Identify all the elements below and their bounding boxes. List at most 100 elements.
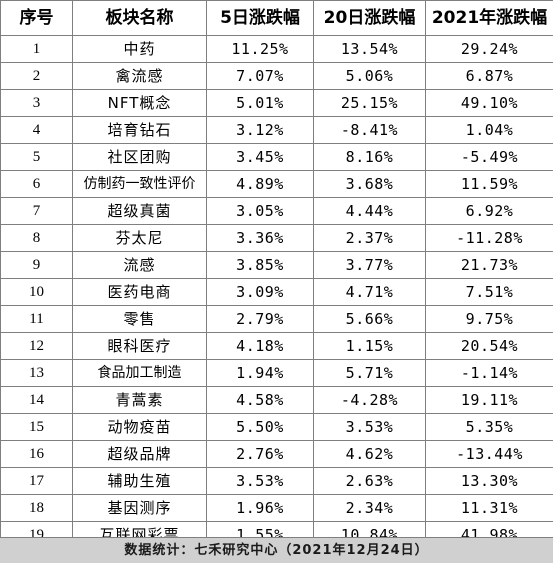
cell-5d-change[interactable]: 3.85% [206, 251, 314, 279]
header-cell-2021-change[interactable]: 2021年涨跌幅 [425, 0, 553, 36]
cell-2021-change[interactable]: 1.04% [425, 116, 553, 144]
cell-2021-change[interactable]: 11.59% [425, 170, 553, 198]
cell-index[interactable]: 1 [0, 35, 73, 63]
cell-5d-change[interactable]: 4.89% [206, 170, 314, 198]
cell-index[interactable]: 5 [0, 143, 73, 171]
cell-5d-change[interactable]: 3.05% [206, 197, 314, 225]
cell-index[interactable]: 4 [0, 116, 73, 144]
cell-sector-name[interactable]: 眼科医疗 [72, 332, 207, 360]
cell-sector-name[interactable]: 零售 [72, 305, 207, 333]
cell-sector-name[interactable]: 芬太尼 [72, 224, 207, 252]
cell-20d-change[interactable]: 2.34% [313, 494, 426, 522]
cell-20d-change[interactable]: -4.28% [313, 386, 426, 414]
cell-2021-change[interactable]: 20.54% [425, 332, 553, 360]
cell-20d-change[interactable]: 4.62% [313, 440, 426, 468]
cell-index[interactable]: 7 [0, 197, 73, 225]
cell-20d-change[interactable]: 3.68% [313, 170, 426, 198]
cell-2021-change[interactable]: 29.24% [425, 35, 553, 63]
cell-5d-change[interactable]: 1.94% [206, 359, 314, 387]
cell-5d-change[interactable]: 4.18% [206, 332, 314, 360]
cell-sector-name[interactable]: 超级品牌 [72, 440, 207, 468]
cell-20d-change[interactable]: 4.71% [313, 278, 426, 306]
cell-index[interactable]: 11 [0, 305, 73, 333]
cell-5d-change[interactable]: 3.53% [206, 467, 314, 495]
cell-sector-name[interactable]: 中药 [72, 35, 207, 63]
cell-5d-change[interactable]: 3.12% [206, 116, 314, 144]
cell-5d-change[interactable]: 3.45% [206, 143, 314, 171]
cell-5d-change[interactable]: 11.25% [206, 35, 314, 63]
cell-index[interactable]: 3 [0, 89, 73, 117]
table-row: 18 基因测序 1.96% 2.34% 11.31% [0, 494, 553, 522]
cell-20d-change[interactable]: 2.63% [313, 467, 426, 495]
cell-sector-name[interactable]: 医药电商 [72, 278, 207, 306]
cell-20d-change[interactable]: 2.37% [313, 224, 426, 252]
cell-20d-change[interactable]: 8.16% [313, 143, 426, 171]
cell-2021-change[interactable]: -11.28% [425, 224, 553, 252]
cell-20d-change[interactable]: 25.15% [313, 89, 426, 117]
cell-2021-change[interactable]: 6.87% [425, 62, 553, 90]
cell-5d-change[interactable]: 5.01% [206, 89, 314, 117]
cell-5d-change[interactable]: 1.96% [206, 494, 314, 522]
cell-5d-change[interactable]: 3.36% [206, 224, 314, 252]
cell-5d-change[interactable]: 2.76% [206, 440, 314, 468]
cell-sector-name[interactable]: 流感 [72, 251, 207, 279]
cell-5d-change[interactable]: 3.09% [206, 278, 314, 306]
cell-sector-name[interactable]: 动物疫苗 [72, 413, 207, 441]
cell-index[interactable]: 8 [0, 224, 73, 252]
cell-20d-change[interactable]: 5.71% [313, 359, 426, 387]
cell-sector-name[interactable]: 食品加工制造 [72, 359, 207, 387]
cell-2021-change[interactable]: 13.30% [425, 467, 553, 495]
cell-sector-name[interactable]: 禽流感 [72, 62, 207, 90]
cell-index[interactable]: 18 [0, 494, 73, 522]
cell-sector-name[interactable]: NFT概念 [72, 89, 207, 117]
cell-sector-name[interactable]: 社区团购 [72, 143, 207, 171]
cell-2021-change[interactable]: -13.44% [425, 440, 553, 468]
cell-2021-change[interactable]: 11.31% [425, 494, 553, 522]
cell-5d-change[interactable]: 5.50% [206, 413, 314, 441]
header-cell-sector-name[interactable]: 板块名称 [72, 0, 207, 36]
cell-index[interactable]: 13 [0, 359, 73, 387]
header-cell-20d-change[interactable]: 20日涨跌幅 [313, 0, 426, 36]
cell-20d-change[interactable]: 1.15% [313, 332, 426, 360]
cell-2021-change[interactable]: 49.10% [425, 89, 553, 117]
cell-sector-name[interactable]: 培育钻石 [72, 116, 207, 144]
cell-index[interactable]: 17 [0, 467, 73, 495]
header-row: 序号 板块名称 5日涨跌幅 20日涨跌幅 2021年涨跌幅 [0, 0, 553, 36]
cell-2021-change[interactable]: 19.11% [425, 386, 553, 414]
cell-index[interactable]: 6 [0, 170, 73, 198]
cell-2021-change[interactable]: 6.92% [425, 197, 553, 225]
cell-index[interactable]: 9 [0, 251, 73, 279]
cell-20d-change[interactable]: 3.77% [313, 251, 426, 279]
cell-index[interactable]: 16 [0, 440, 73, 468]
table-row: 15 动物疫苗 5.50% 3.53% 5.35% [0, 413, 553, 441]
cell-5d-change[interactable]: 2.79% [206, 305, 314, 333]
cell-index[interactable]: 14 [0, 386, 73, 414]
cell-20d-change[interactable]: 3.53% [313, 413, 426, 441]
cell-5d-change[interactable]: 7.07% [206, 62, 314, 90]
table-row: 8 芬太尼 3.36% 2.37% -11.28% [0, 224, 553, 252]
cell-20d-change[interactable]: -8.41% [313, 116, 426, 144]
header-cell-index[interactable]: 序号 [0, 0, 73, 36]
cell-2021-change[interactable]: 9.75% [425, 305, 553, 333]
source-footer[interactable]: 数据统计：七禾研究中心（2021年12月24日） [0, 537, 553, 563]
cell-sector-name[interactable]: 超级真菌 [72, 197, 207, 225]
cell-sector-name[interactable]: 青蒿素 [72, 386, 207, 414]
cell-index[interactable]: 15 [0, 413, 73, 441]
cell-sector-name[interactable]: 辅助生殖 [72, 467, 207, 495]
cell-2021-change[interactable]: 5.35% [425, 413, 553, 441]
header-cell-5d-change[interactable]: 5日涨跌幅 [206, 0, 314, 36]
cell-20d-change[interactable]: 13.54% [313, 35, 426, 63]
cell-index[interactable]: 2 [0, 62, 73, 90]
cell-20d-change[interactable]: 5.06% [313, 62, 426, 90]
cell-2021-change[interactable]: 21.73% [425, 251, 553, 279]
cell-2021-change[interactable]: -1.14% [425, 359, 553, 387]
cell-20d-change[interactable]: 5.66% [313, 305, 426, 333]
cell-index[interactable]: 12 [0, 332, 73, 360]
cell-5d-change[interactable]: 4.58% [206, 386, 314, 414]
cell-20d-change[interactable]: 4.44% [313, 197, 426, 225]
cell-2021-change[interactable]: -5.49% [425, 143, 553, 171]
cell-index[interactable]: 10 [0, 278, 73, 306]
cell-sector-name[interactable]: 仿制药一致性评价 [72, 170, 207, 198]
cell-2021-change[interactable]: 7.51% [425, 278, 553, 306]
cell-sector-name[interactable]: 基因测序 [72, 494, 207, 522]
